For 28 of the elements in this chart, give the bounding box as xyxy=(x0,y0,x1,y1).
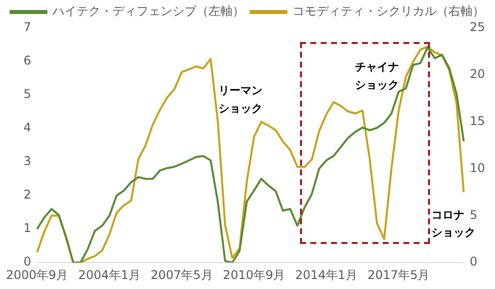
y-tick-label: 2 xyxy=(23,188,32,202)
y-tick-label: 0 xyxy=(23,254,32,269)
y2-tick-label: 25 xyxy=(470,20,486,34)
x-tick-label: 2007年5月 xyxy=(150,268,213,282)
y2-tick-label: 0 xyxy=(470,254,478,269)
y-tick-label: 4 xyxy=(23,120,32,135)
y-tick-label: 7 xyxy=(23,20,32,34)
y-tick-label: 6 xyxy=(23,54,32,68)
y-tick-label: 1 xyxy=(23,221,32,236)
annotation: ショック xyxy=(432,226,476,240)
annotation: リーマン xyxy=(218,84,262,98)
y-tick-label: 5 xyxy=(23,87,32,102)
x-tick-label: 2014年1月 xyxy=(295,268,358,282)
annotation: ショック xyxy=(218,102,262,115)
y2-tick-label: 15 xyxy=(470,114,486,128)
x-tick-label: 2017年5月 xyxy=(368,268,430,282)
x-tick-label: 2010年9月 xyxy=(222,268,286,282)
annotation: コロナ xyxy=(432,208,465,222)
y2-tick-label: 20 xyxy=(470,67,486,82)
legend-label: ハイテク・ディフェンシブ（左軸） xyxy=(52,4,244,18)
x-tick-label: 2004年1月 xyxy=(78,268,140,282)
legend-label: コモディティ・シクリカル（右軸） xyxy=(292,4,484,18)
y-tick-label: 3 xyxy=(23,154,32,168)
x-tick-label: 2000年9月 xyxy=(6,268,68,282)
annotation: チャイナ xyxy=(354,60,399,74)
annotation: ショック xyxy=(354,78,399,92)
y2-tick-label: 5 xyxy=(470,208,478,222)
y2-tick-label: 10 xyxy=(470,160,486,175)
